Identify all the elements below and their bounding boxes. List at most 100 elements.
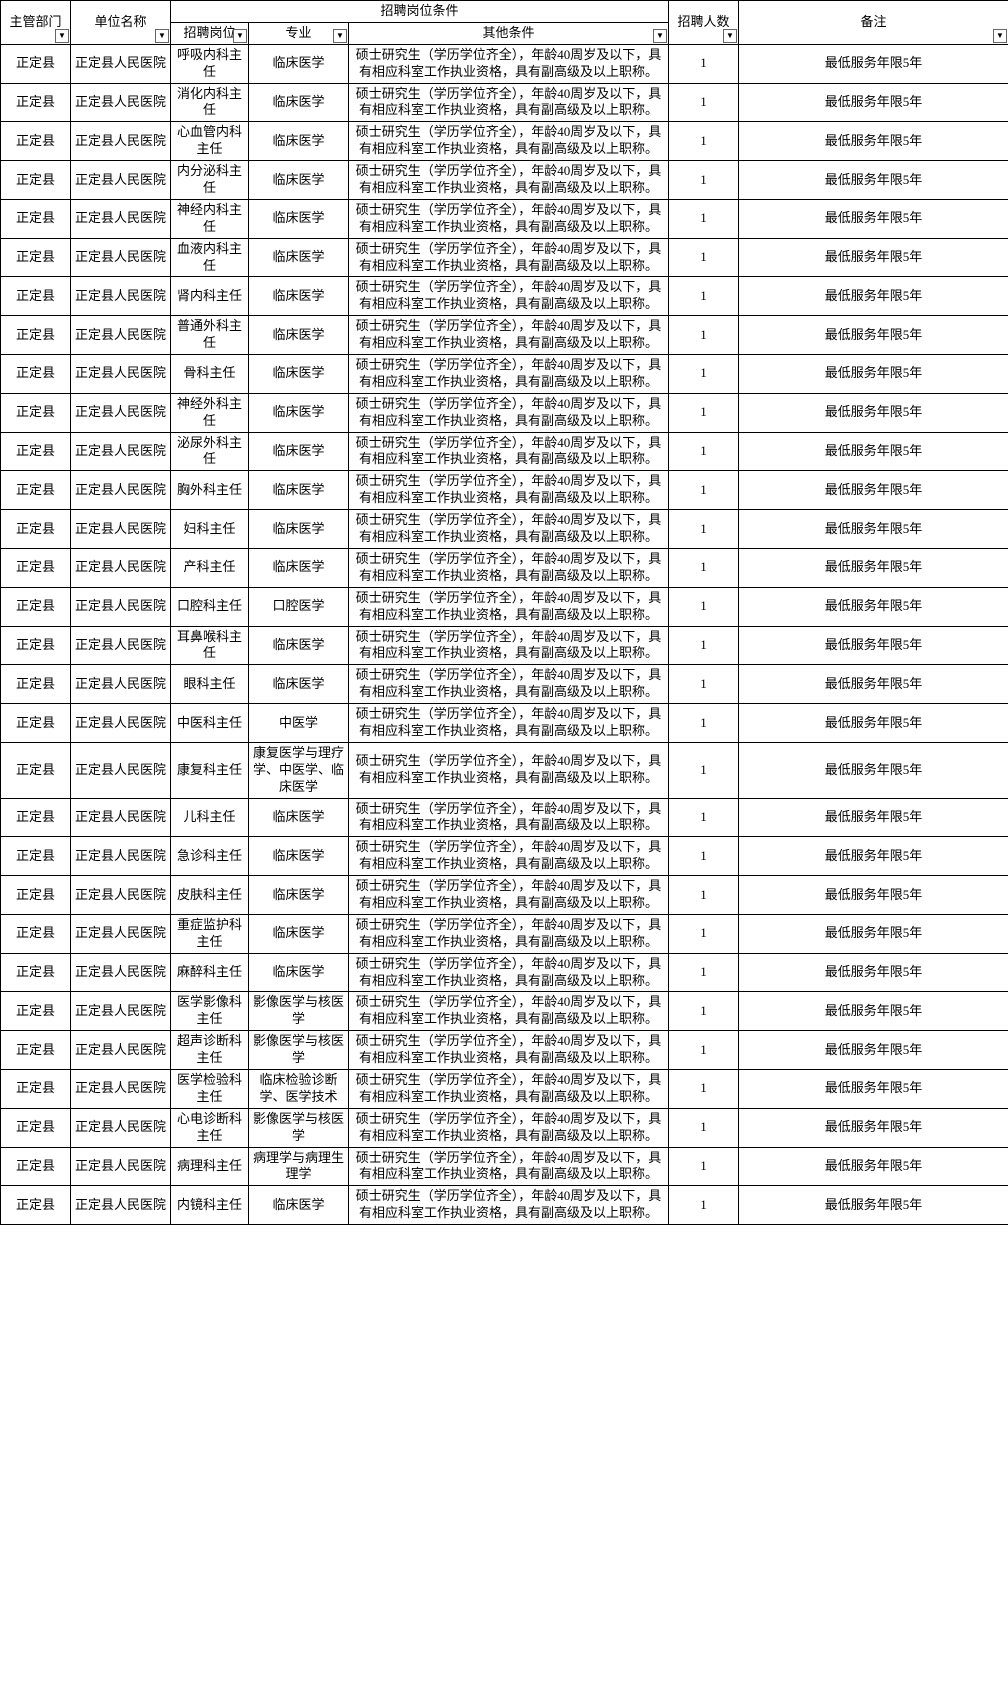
cell-other: 硕士研究生（学历学位齐全），年龄40周岁及以下，具有相应科室工作执业资格，具有副… <box>349 471 669 510</box>
cell-position: 医学检验科主任 <box>171 1069 249 1108</box>
header-major[interactable]: 专业 ▼ <box>249 22 349 44</box>
cell-count: 1 <box>669 1147 739 1186</box>
filter-icon[interactable]: ▼ <box>233 29 247 43</box>
cell-unit: 正定县人民医院 <box>71 199 171 238</box>
cell-major: 临床医学 <box>249 316 349 355</box>
cell-count: 1 <box>669 432 739 471</box>
cell-position: 普通外科主任 <box>171 316 249 355</box>
cell-remark: 最低服务年限5年 <box>739 798 1008 837</box>
table-row: 正定县正定县人民医院肾内科主任临床医学硕士研究生（学历学位齐全），年龄40周岁及… <box>1 277 1008 316</box>
cell-dept: 正定县 <box>1 316 71 355</box>
cell-position: 血液内科主任 <box>171 238 249 277</box>
header-dept-label: 主管部门 <box>9 14 61 29</box>
cell-remark: 最低服务年限5年 <box>739 44 1008 83</box>
cell-position: 皮肤科主任 <box>171 876 249 915</box>
header-count[interactable]: 招聘人数 ▼ <box>669 1 739 45</box>
cell-major: 临床医学 <box>249 432 349 471</box>
cell-major: 临床医学 <box>249 798 349 837</box>
cell-dept: 正定县 <box>1 510 71 549</box>
cell-dept: 正定县 <box>1 742 71 798</box>
table-row: 正定县正定县人民医院皮肤科主任临床医学硕士研究生（学历学位齐全），年龄40周岁及… <box>1 876 1008 915</box>
cell-count: 1 <box>669 548 739 587</box>
table-row: 正定县正定县人民医院康复科主任康复医学与理疗学、中医学、临床医学硕士研究生（学历… <box>1 742 1008 798</box>
cell-other: 硕士研究生（学历学位齐全），年龄40周岁及以下，具有相应科室工作执业资格，具有副… <box>349 1186 669 1225</box>
header-position[interactable]: 招聘岗位 ▼ <box>171 22 249 44</box>
cell-remark: 最低服务年限5年 <box>739 548 1008 587</box>
cell-position: 神经内科主任 <box>171 199 249 238</box>
cell-unit: 正定县人民医院 <box>71 1186 171 1225</box>
cell-major: 康复医学与理疗学、中医学、临床医学 <box>249 742 349 798</box>
cell-count: 1 <box>669 471 739 510</box>
table-row: 正定县正定县人民医院医学影像科主任影像医学与核医学硕士研究生（学历学位齐全），年… <box>1 992 1008 1031</box>
cell-position: 重症监护科主任 <box>171 914 249 953</box>
cell-remark: 最低服务年限5年 <box>739 1186 1008 1225</box>
header-dept[interactable]: 主管部门 ▼ <box>1 1 71 45</box>
cell-major: 口腔医学 <box>249 587 349 626</box>
cell-remark: 最低服务年限5年 <box>739 510 1008 549</box>
cell-other: 硕士研究生（学历学位齐全），年龄40周岁及以下，具有相应科室工作执业资格，具有副… <box>349 238 669 277</box>
cell-unit: 正定县人民医院 <box>71 1147 171 1186</box>
header-remark[interactable]: 备注 ▼ <box>739 1 1008 45</box>
table-row: 正定县正定县人民医院心血管内科主任临床医学硕士研究生（学历学位齐全），年龄40周… <box>1 122 1008 161</box>
cell-position: 急诊科主任 <box>171 837 249 876</box>
cell-position: 骨科主任 <box>171 355 249 394</box>
cell-major: 临床医学 <box>249 876 349 915</box>
header-group: 招聘岗位条件 <box>171 1 669 23</box>
table-row: 正定县正定县人民医院胸外科主任临床医学硕士研究生（学历学位齐全），年龄40周岁及… <box>1 471 1008 510</box>
filter-icon[interactable]: ▼ <box>55 29 69 43</box>
cell-major: 临床医学 <box>249 1186 349 1225</box>
cell-remark: 最低服务年限5年 <box>739 432 1008 471</box>
table-row: 正定县正定县人民医院医学检验科主任临床检验诊断学、医学技术硕士研究生（学历学位齐… <box>1 1069 1008 1108</box>
header-unit[interactable]: 单位名称 ▼ <box>71 1 171 45</box>
table-row: 正定县正定县人民医院眼科主任临床医学硕士研究生（学历学位齐全），年龄40周岁及以… <box>1 665 1008 704</box>
cell-position: 医学影像科主任 <box>171 992 249 1031</box>
cell-unit: 正定县人民医院 <box>71 914 171 953</box>
cell-position: 神经外科主任 <box>171 393 249 432</box>
table-row: 正定县正定县人民医院超声诊断科主任影像医学与核医学硕士研究生（学历学位齐全），年… <box>1 1031 1008 1070</box>
cell-dept: 正定县 <box>1 953 71 992</box>
cell-major: 临床医学 <box>249 122 349 161</box>
cell-unit: 正定县人民医院 <box>71 161 171 200</box>
filter-icon[interactable]: ▼ <box>653 29 667 43</box>
cell-remark: 最低服务年限5年 <box>739 1147 1008 1186</box>
table-row: 正定县正定县人民医院骨科主任临床医学硕士研究生（学历学位齐全），年龄40周岁及以… <box>1 355 1008 394</box>
cell-position: 病理科主任 <box>171 1147 249 1186</box>
cell-remark: 最低服务年限5年 <box>739 1108 1008 1147</box>
cell-other: 硕士研究生（学历学位齐全），年龄40周岁及以下，具有相应科室工作执业资格，具有副… <box>349 587 669 626</box>
filter-icon[interactable]: ▼ <box>723 29 737 43</box>
header-other[interactable]: 其他条件 ▼ <box>349 22 669 44</box>
cell-major: 中医学 <box>249 704 349 743</box>
cell-count: 1 <box>669 199 739 238</box>
table-row: 正定县正定县人民医院呼吸内科主任临床医学硕士研究生（学历学位齐全），年龄40周岁… <box>1 44 1008 83</box>
cell-unit: 正定县人民医院 <box>71 1069 171 1108</box>
cell-position: 眼科主任 <box>171 665 249 704</box>
cell-position: 胸外科主任 <box>171 471 249 510</box>
cell-remark: 最低服务年限5年 <box>739 393 1008 432</box>
table-row: 正定县正定县人民医院耳鼻喉科主任临床医学硕士研究生（学历学位齐全），年龄40周岁… <box>1 626 1008 665</box>
cell-unit: 正定县人民医院 <box>71 355 171 394</box>
cell-count: 1 <box>669 316 739 355</box>
filter-icon[interactable]: ▼ <box>155 29 169 43</box>
cell-count: 1 <box>669 704 739 743</box>
cell-count: 1 <box>669 1031 739 1070</box>
cell-unit: 正定县人民医院 <box>71 587 171 626</box>
cell-other: 硕士研究生（学历学位齐全），年龄40周岁及以下，具有相应科室工作执业资格，具有副… <box>349 510 669 549</box>
cell-count: 1 <box>669 665 739 704</box>
cell-position: 儿科主任 <box>171 798 249 837</box>
filter-icon[interactable]: ▼ <box>333 29 347 43</box>
cell-unit: 正定县人民医院 <box>71 122 171 161</box>
cell-remark: 最低服务年限5年 <box>739 742 1008 798</box>
cell-count: 1 <box>669 238 739 277</box>
cell-unit: 正定县人民医院 <box>71 510 171 549</box>
cell-other: 硕士研究生（学历学位齐全），年龄40周岁及以下，具有相应科室工作执业资格，具有副… <box>349 161 669 200</box>
cell-other: 硕士研究生（学历学位齐全），年龄40周岁及以下，具有相应科室工作执业资格，具有副… <box>349 432 669 471</box>
cell-count: 1 <box>669 393 739 432</box>
filter-icon[interactable]: ▼ <box>993 29 1007 43</box>
header-count-label: 招聘人数 <box>678 14 730 29</box>
cell-major: 临床医学 <box>249 393 349 432</box>
cell-other: 硕士研究生（学历学位齐全），年龄40周岁及以下，具有相应科室工作执业资格，具有副… <box>349 393 669 432</box>
cell-remark: 最低服务年限5年 <box>739 122 1008 161</box>
cell-count: 1 <box>669 914 739 953</box>
cell-dept: 正定县 <box>1 548 71 587</box>
cell-dept: 正定县 <box>1 876 71 915</box>
